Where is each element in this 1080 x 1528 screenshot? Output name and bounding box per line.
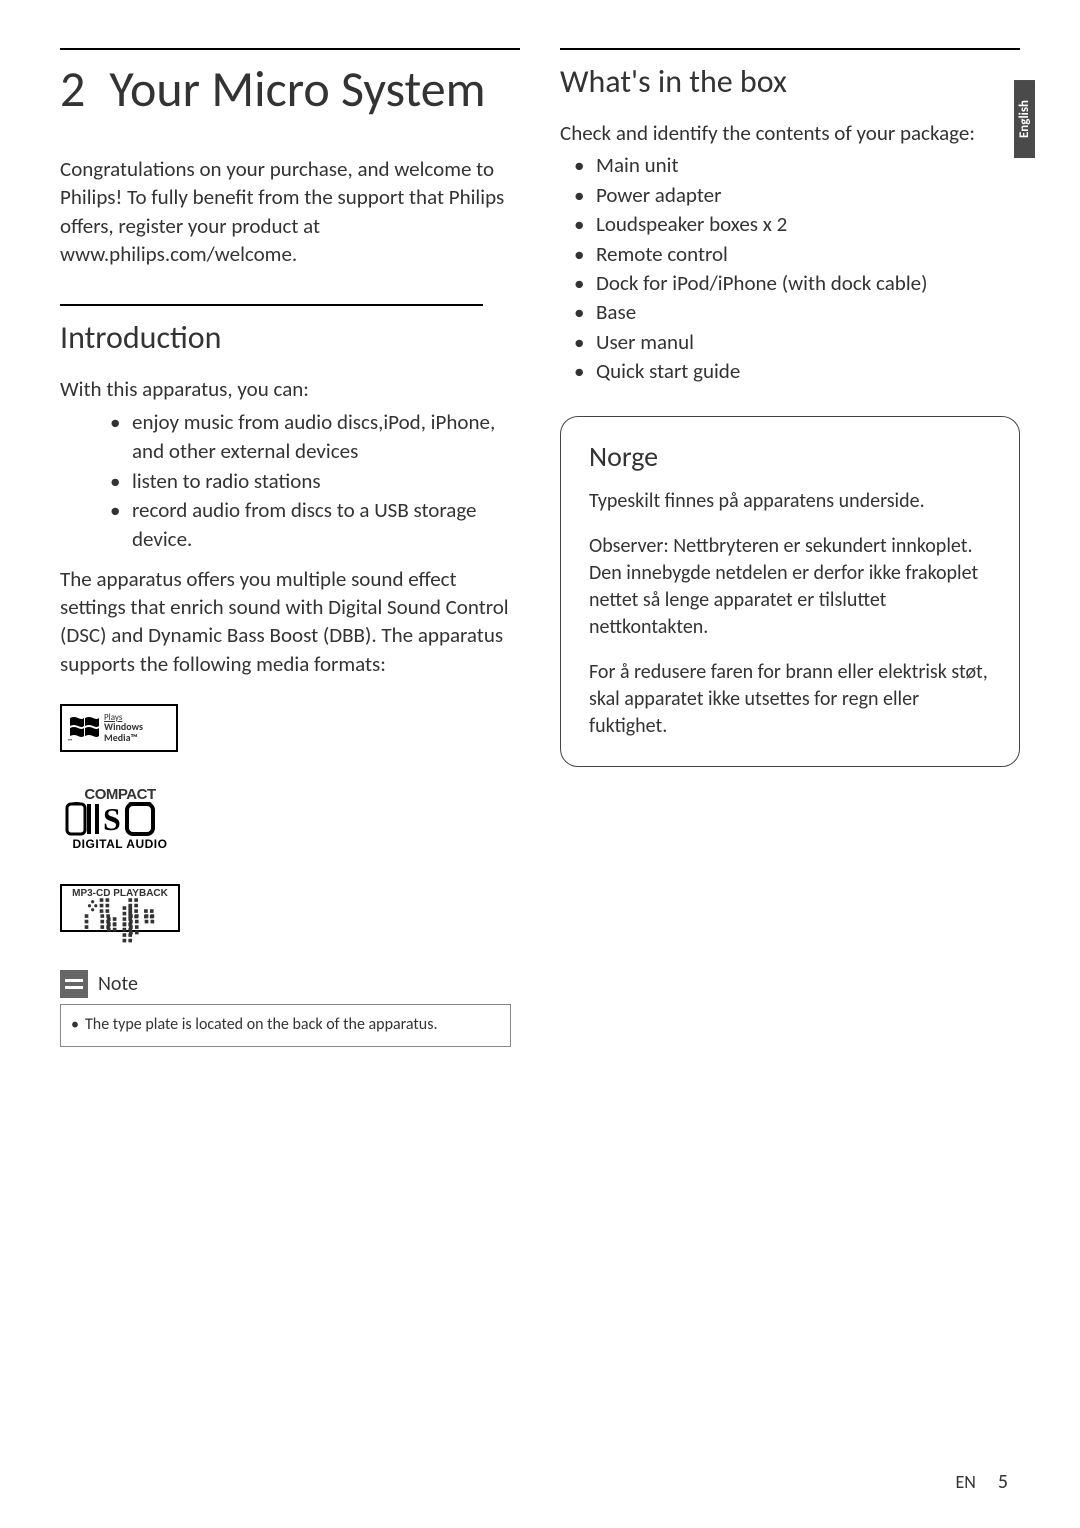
list-item: record audio from discs to a USB storage… <box>132 496 520 555</box>
note-body: The type plate is located on the back of… <box>60 1004 511 1047</box>
box-lead: Check and identify the contents of your … <box>560 119 1020 147</box>
media-format-logos: ™ Plays Windows Media™ COMPACT S <box>60 704 520 932</box>
page-content: 2 Your Micro System Congratulations on y… <box>60 48 1020 1488</box>
windows-media-text: Plays Windows Media™ <box>104 713 143 743</box>
note-header: Note <box>60 970 511 998</box>
divider <box>60 304 483 306</box>
chapter-title: 2 Your Micro System <box>60 62 520 117</box>
list-item: Power adapter <box>596 181 1020 210</box>
windows-flag-icon: ™ <box>68 712 100 744</box>
svg-text:S: S <box>103 802 121 836</box>
chapter-number: 2 <box>60 62 85 117</box>
wm-media: Media™ <box>104 733 143 744</box>
left-column: 2 Your Micro System Congratulations on y… <box>60 48 520 1488</box>
intro-followup: The apparatus offers you multiple sound … <box>60 565 520 678</box>
norge-callout: Norge Typeskilt finnes på apparatens und… <box>560 416 1020 767</box>
list-item: Remote control <box>596 240 1020 269</box>
note-icon <box>60 970 88 998</box>
chapter-text: Your Micro System <box>109 62 485 117</box>
norge-p2: Observer: Nettbryteren er sekundert innk… <box>589 533 991 641</box>
section-heading-box: What's in the box <box>560 62 1020 101</box>
list-item: Loudspeaker boxes x 2 <box>596 210 1020 239</box>
note-label: Note <box>98 972 138 996</box>
norge-p1: Typeskilt finnes på apparatens underside… <box>589 488 991 515</box>
list-item: Main unit <box>596 151 1020 180</box>
section-heading-introduction: Introduction <box>60 318 520 357</box>
intro-paragraph: Congratulations on your purchase, and we… <box>60 155 520 268</box>
page-footer: EN 5 <box>955 1470 1008 1494</box>
list-item: Dock for iPod/iPhone (with dock cable) <box>596 269 1020 298</box>
cd-compact: COMPACT <box>64 787 176 802</box>
intro-list: enjoy music from audio discs,iPod, iPhon… <box>60 408 520 555</box>
compact-disc-logo: COMPACT S DIGITAL AUDIO <box>60 784 180 852</box>
note-box: Note The type plate is located on the ba… <box>60 970 511 1047</box>
norge-heading: Norge <box>589 439 991 474</box>
windows-media-logo: ™ Plays Windows Media™ <box>60 704 178 752</box>
right-column: What's in the box Check and identify the… <box>560 48 1020 1488</box>
list-item: listen to radio stations <box>132 467 520 496</box>
list-item: Base <box>596 298 1020 327</box>
footer-page-number: 5 <box>998 1470 1008 1494</box>
divider <box>560 48 1020 50</box>
list-item: User manul <box>596 328 1020 357</box>
footer-language: EN <box>955 1471 975 1493</box>
svg-text:™: ™ <box>68 737 72 744</box>
list-item: enjoy music from audio discs,iPod, iPhon… <box>132 408 520 467</box>
mp3-cd-logo: MP3-CD PLAYBACK ᠅⠿ ⣿⣤ ⣤⣿⠇⠿ ⣿⠛ ⠛⣿ <box>60 884 180 932</box>
mp3-dots-icon: ᠅⠿ ⣿⣤ ⣤⣿⠇⠿ ⣿⠛ ⠛⣿ <box>66 903 174 935</box>
note-item: The type plate is located on the back of… <box>85 1015 500 1036</box>
box-contents-list: Main unit Power adapter Loudspeaker boxe… <box>560 151 1020 386</box>
list-item: Quick start guide <box>596 357 1020 386</box>
norge-p3: For å redusere faren for brann eller ele… <box>589 659 991 740</box>
cd-digital-audio: DIGITAL AUDIO <box>64 838 176 850</box>
divider <box>60 48 520 50</box>
intro-lead: With this apparatus, you can: <box>60 375 520 403</box>
cd-disc-icon: S <box>65 802 175 836</box>
